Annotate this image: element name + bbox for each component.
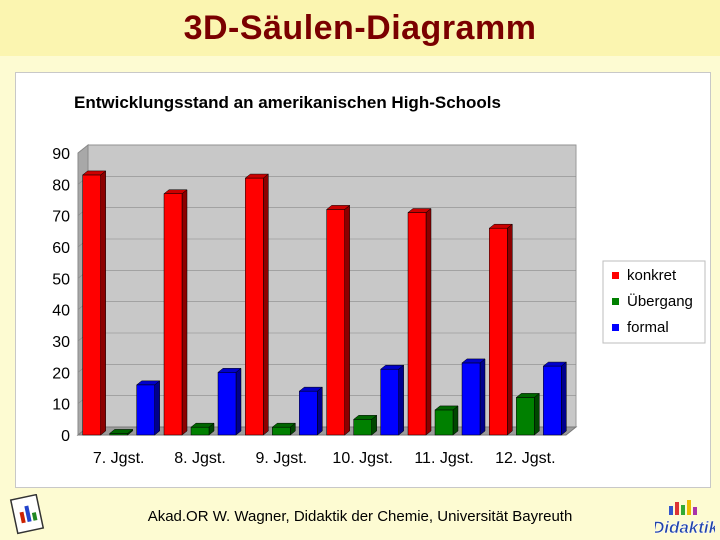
bar (163, 193, 183, 436)
bar-side (507, 223, 513, 436)
bar-top (135, 380, 161, 386)
bar-top (108, 429, 134, 434)
gridline-side (77, 144, 89, 154)
bar (326, 209, 345, 436)
legend-label: konkret (627, 267, 677, 284)
x-tick-label: 11. Jgst. (414, 450, 473, 467)
legend-label: formal (627, 319, 669, 336)
slide-title: 3D-Säulen-Diagramm (0, 0, 720, 56)
y-tick-label: 0 (61, 428, 70, 445)
bar (190, 426, 210, 436)
y-tick-label: 10 (52, 397, 70, 414)
x-tick-label: 7. Jgst. (93, 450, 145, 467)
footer-credit: Akad.OR W. Wagner, Didaktik der Chemie, … (147, 508, 573, 525)
bar-side (534, 392, 540, 436)
y-tick-label: 20 (52, 365, 70, 382)
bar-side (181, 189, 188, 436)
bar-top (352, 415, 378, 420)
bar-side (344, 204, 350, 436)
chart-title: Entwicklungsstand an amerikanischen High… (74, 93, 501, 112)
bar-side (154, 380, 160, 436)
bar-top (407, 208, 432, 213)
bar (217, 372, 237, 436)
y-tick-label: 40 (52, 303, 70, 320)
bar-top (488, 223, 514, 229)
bar-top (217, 368, 242, 373)
bar-chart: Entwicklungsstand an amerikanischen High… (52, 93, 706, 467)
bar (516, 397, 535, 436)
x-tick-label: 8. Jgst. (174, 450, 226, 467)
bar-side (398, 364, 404, 436)
bar-top (244, 173, 270, 179)
bar-top (542, 361, 568, 367)
bar (489, 227, 508, 436)
bar-side (479, 358, 486, 436)
bar (461, 362, 481, 436)
bar-side (561, 361, 567, 436)
y-tick-label: 50 (52, 271, 70, 288)
bar (434, 409, 454, 436)
x-tick-label: 9. Jgst. (256, 450, 308, 467)
chart-area: Entwicklungsstand an amerikanischen High… (15, 72, 711, 488)
bar-top (379, 364, 405, 370)
bar-top (190, 422, 215, 428)
bar (380, 368, 399, 436)
bar-side (452, 405, 459, 436)
bar-top (298, 386, 324, 392)
y-tick-label: 70 (52, 209, 70, 226)
document-chart-logo-icon (9, 494, 45, 535)
bar-side (235, 367, 242, 436)
bar (272, 426, 291, 436)
y-tick-label: 60 (52, 240, 70, 257)
legend-swatch (612, 272, 619, 279)
bar-side (100, 170, 106, 436)
bar-top (461, 358, 486, 364)
bar-top (81, 170, 107, 176)
svg-text:Didaktik: Didaktik (655, 518, 715, 537)
didaktik-logo-icon: Didaktik (655, 500, 715, 537)
bar-side (317, 386, 323, 436)
bar (353, 419, 372, 436)
bar (299, 390, 318, 436)
bar (407, 212, 427, 436)
bar (136, 384, 155, 436)
bar-side (425, 208, 432, 436)
bar-top (515, 393, 541, 398)
bar-top (271, 422, 297, 428)
bar-side (263, 173, 269, 436)
bar-top (163, 189, 188, 194)
x-tick-label: 12. Jgst. (495, 450, 555, 467)
y-tick-label: 30 (52, 334, 70, 351)
bar-top (434, 405, 459, 411)
legend-swatch (612, 298, 619, 305)
legend-swatch (612, 324, 619, 331)
legend-box (602, 260, 706, 344)
bar (543, 365, 562, 436)
bar (245, 177, 264, 436)
y-tick-label: 80 (52, 177, 70, 194)
bar (82, 174, 101, 436)
y-tick-label: 90 (52, 146, 70, 163)
bar-top (325, 205, 351, 210)
legend-label: Übergang (627, 292, 693, 310)
x-tick-label: 10. Jgst. (332, 450, 392, 467)
